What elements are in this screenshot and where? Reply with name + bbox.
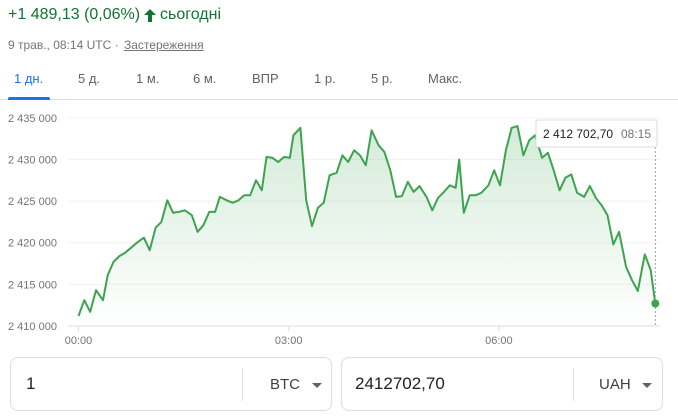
tooltip-time: 08:15 bbox=[621, 127, 651, 141]
box-divider bbox=[573, 368, 574, 401]
range-tab[interactable]: 1 м. bbox=[136, 71, 160, 86]
x-tick-label: 00:00 bbox=[65, 335, 93, 347]
tooltip-value: 2 412 702,70 bbox=[543, 127, 613, 141]
y-tick-label: 2 415 000 bbox=[8, 279, 57, 291]
tab-divider bbox=[0, 99, 678, 100]
x-tick-label: 06:00 bbox=[485, 335, 513, 347]
from-input-box[interactable] bbox=[10, 357, 332, 411]
selected-tab-indicator bbox=[8, 97, 50, 100]
range-tab[interactable]: 5 д. bbox=[78, 71, 101, 86]
price-chart: 2 410 000 2 415 000 2 420 000 2 425 000 2 43… bbox=[8, 113, 660, 347]
x-tick-label: 03:00 bbox=[275, 335, 303, 347]
range-tab[interactable]: Макс. bbox=[428, 71, 463, 86]
y-tick-label: 2 410 000 bbox=[8, 321, 57, 333]
to-input-box[interactable] bbox=[341, 357, 663, 411]
range-tab[interactable]: ВПР bbox=[252, 71, 279, 86]
last-point bbox=[651, 299, 660, 308]
tooltip-box bbox=[535, 119, 658, 148]
separator: · bbox=[114, 38, 119, 52]
y-tick-label: 2 420 000 bbox=[8, 238, 57, 250]
y-tick-label: 2 425 000 bbox=[8, 196, 57, 208]
to-currency[interactable]: UAH bbox=[599, 376, 631, 393]
range-tab[interactable]: 1 дн. bbox=[14, 71, 44, 86]
timestamp: 9 трав., 08:14 UTC · bbox=[8, 38, 119, 52]
dropdown-arrow[interactable] bbox=[311, 382, 323, 390]
period-label: сьогодні bbox=[160, 6, 221, 23]
box-divider bbox=[242, 368, 243, 401]
up-arrow-icon bbox=[144, 9, 156, 22]
from-amount[interactable]: 1 bbox=[26, 374, 36, 393]
from-currency[interactable]: BTC bbox=[270, 376, 300, 393]
area-fill bbox=[78, 126, 656, 326]
range-tab[interactable]: 6 м. bbox=[193, 71, 217, 86]
range-tab[interactable]: 1 р. bbox=[314, 71, 336, 86]
disclaimer-link[interactable]: Застереження bbox=[124, 38, 204, 52]
dropdown-arrow[interactable] bbox=[641, 382, 653, 390]
y-tick-label: 2 435 000 bbox=[8, 113, 57, 125]
price-line bbox=[77, 125, 657, 317]
y-tick-label: 2 430 000 bbox=[8, 154, 57, 166]
range-tab[interactable]: 5 р. bbox=[371, 71, 393, 86]
price-change: +1 489,13 (0,06%) bbox=[8, 6, 141, 23]
to-amount[interactable]: 2412702,70 bbox=[355, 374, 445, 393]
date-text: 9 трав., 08:14 UTC bbox=[8, 38, 112, 52]
